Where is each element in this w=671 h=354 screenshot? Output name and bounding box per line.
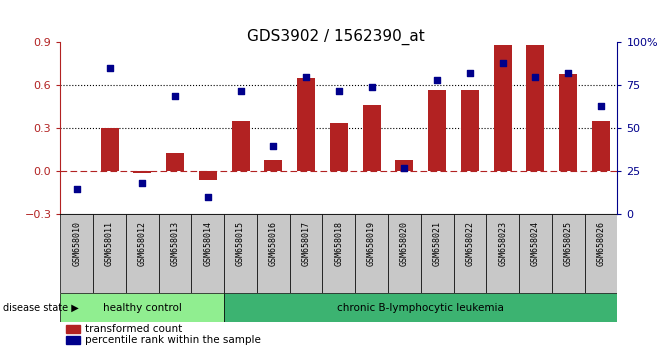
Bar: [126, 214, 158, 293]
Text: GSM658020: GSM658020: [400, 221, 409, 266]
Bar: [592, 121, 610, 171]
Point: [268, 143, 278, 148]
Text: transformed count: transformed count: [85, 324, 183, 334]
Bar: [199, 171, 217, 180]
Text: GSM658026: GSM658026: [597, 221, 605, 266]
Text: GSM658010: GSM658010: [72, 221, 81, 266]
Point: [170, 93, 180, 98]
Text: GSM658019: GSM658019: [367, 221, 376, 266]
Point: [563, 70, 574, 76]
Bar: [454, 214, 486, 293]
Bar: [93, 214, 126, 293]
Text: GSM658012: GSM658012: [138, 221, 147, 266]
Bar: [395, 160, 413, 171]
Bar: [257, 214, 290, 293]
Bar: [166, 153, 184, 171]
Bar: [66, 325, 80, 333]
Bar: [290, 214, 323, 293]
Text: chronic B-lymphocytic leukemia: chronic B-lymphocytic leukemia: [338, 303, 504, 313]
Bar: [486, 214, 519, 293]
Text: disease state ▶: disease state ▶: [3, 303, 79, 313]
Point: [203, 194, 213, 200]
Text: GSM658018: GSM658018: [334, 221, 344, 266]
Bar: [60, 293, 224, 322]
Bar: [66, 336, 80, 344]
Bar: [519, 214, 552, 293]
Text: healthy control: healthy control: [103, 303, 182, 313]
Point: [236, 88, 246, 93]
Text: GSM658023: GSM658023: [498, 221, 507, 266]
Point: [71, 186, 82, 192]
Text: GSM658021: GSM658021: [433, 221, 442, 266]
Bar: [134, 171, 151, 173]
Bar: [101, 129, 119, 171]
Point: [497, 60, 508, 66]
Text: GSM658013: GSM658013: [170, 221, 180, 266]
Bar: [494, 45, 512, 171]
Point: [104, 65, 115, 71]
Text: GSM658011: GSM658011: [105, 221, 114, 266]
Point: [431, 78, 442, 83]
Point: [137, 181, 148, 186]
Bar: [421, 214, 454, 293]
Bar: [191, 214, 224, 293]
Text: GSM658017: GSM658017: [301, 221, 311, 266]
Bar: [527, 45, 544, 171]
Point: [333, 88, 344, 93]
Bar: [60, 214, 93, 293]
Bar: [362, 105, 380, 171]
Bar: [158, 214, 191, 293]
Bar: [584, 214, 617, 293]
Text: GSM658025: GSM658025: [564, 221, 572, 266]
Text: GSM658014: GSM658014: [203, 221, 212, 266]
Bar: [552, 214, 584, 293]
Text: GSM658015: GSM658015: [236, 221, 245, 266]
Bar: [428, 90, 446, 171]
Bar: [231, 121, 250, 171]
Bar: [297, 78, 315, 171]
Bar: [330, 123, 348, 171]
Point: [399, 165, 410, 171]
Point: [464, 70, 475, 76]
Text: percentile rank within the sample: percentile rank within the sample: [85, 335, 261, 345]
Bar: [224, 293, 617, 322]
Point: [301, 74, 311, 80]
Point: [530, 74, 541, 80]
Text: GDS3902 / 1562390_at: GDS3902 / 1562390_at: [247, 28, 424, 45]
Point: [366, 84, 377, 90]
Bar: [224, 214, 257, 293]
Bar: [388, 214, 421, 293]
Point: [596, 103, 607, 109]
Text: GSM658022: GSM658022: [466, 221, 474, 266]
Bar: [559, 74, 577, 171]
Text: GSM658024: GSM658024: [531, 221, 540, 266]
Bar: [355, 214, 388, 293]
Bar: [461, 90, 479, 171]
Bar: [264, 160, 282, 171]
Bar: [323, 214, 355, 293]
Text: GSM658016: GSM658016: [269, 221, 278, 266]
